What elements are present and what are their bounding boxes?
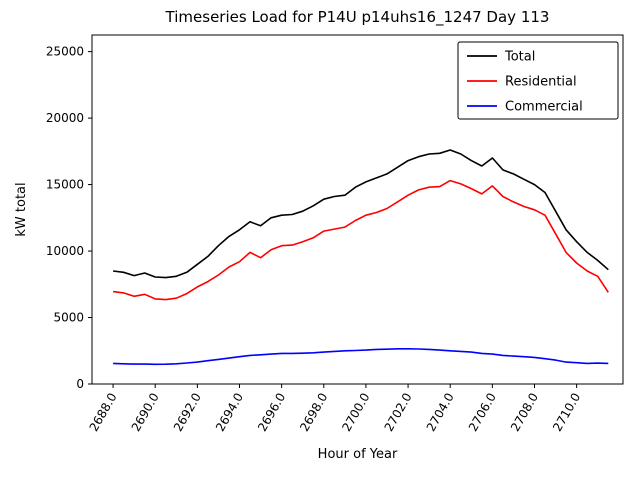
y-tick-label: 20000 bbox=[46, 111, 84, 125]
y-tick-label: 5000 bbox=[53, 311, 84, 325]
x-tick-label: 2702.0 bbox=[382, 391, 415, 434]
x-axis-label: Hour of Year bbox=[317, 447, 398, 462]
x-tick-label: 2690.0 bbox=[129, 391, 162, 434]
y-tick-label: 0 bbox=[76, 377, 84, 391]
x-tick-label: 2698.0 bbox=[297, 391, 330, 434]
series-line-residential bbox=[113, 179, 609, 301]
y-axis-label: kW total bbox=[14, 182, 29, 237]
y-tick-label: 25000 bbox=[46, 45, 84, 59]
x-tick-label: 2696.0 bbox=[255, 391, 288, 434]
legend-label-residential: Residential bbox=[505, 75, 577, 90]
legend-box bbox=[457, 41, 619, 120]
x-tick-label: 2692.0 bbox=[171, 391, 204, 434]
chart-title: Timeseries Load for P14U p14uhs16_1247 D… bbox=[165, 8, 550, 26]
x-tick-label: 2710.0 bbox=[550, 391, 583, 434]
x-tick-label: 2706.0 bbox=[466, 391, 499, 434]
x-tick-label: 2694.0 bbox=[213, 391, 246, 434]
y-tick-label: 15000 bbox=[46, 178, 84, 192]
x-tick-label: 2704.0 bbox=[424, 391, 457, 434]
x-tick-label: 2708.0 bbox=[508, 391, 541, 434]
x-tick-label: 2700.0 bbox=[339, 391, 372, 434]
y-tick-label: 10000 bbox=[46, 244, 84, 258]
series-line-commercial bbox=[113, 347, 609, 366]
x-tick-label: 2688.0 bbox=[87, 391, 120, 434]
series-line-total bbox=[113, 149, 609, 279]
legend-label-commercial: Commercial bbox=[505, 100, 583, 115]
legend-label-total: Total bbox=[504, 50, 535, 65]
axes-frame bbox=[91, 34, 624, 385]
